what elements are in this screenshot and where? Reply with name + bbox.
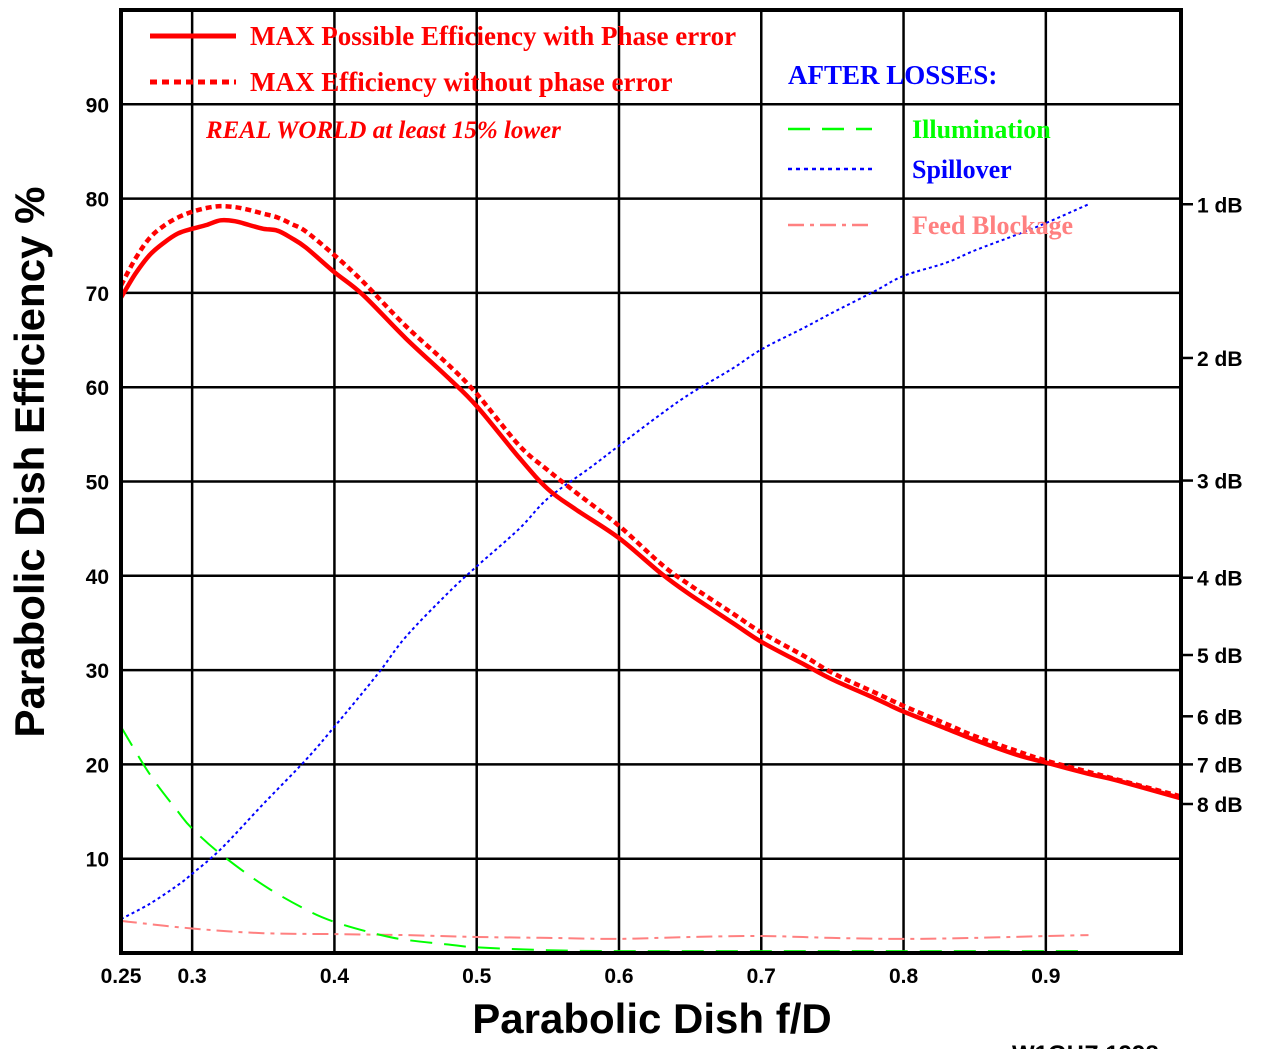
- after-losses-title: AFTER LOSSES:: [788, 60, 997, 90]
- right-axis-db-label: 8 dB: [1197, 794, 1243, 817]
- credit-label: W1GHZ 1998: [1012, 1041, 1159, 1049]
- series-line-spillover: [120, 203, 1089, 920]
- x-tick-label: 0.5: [462, 965, 492, 988]
- right-axis-db-label: 5 dB: [1197, 645, 1243, 668]
- y-tick-label: 80: [86, 189, 109, 212]
- tick-labels: 0.25 0.3 0.4 0.5 0.6 0.7 0.8 0.9 10 20 30 40 50 60 70 8…: [86, 94, 1243, 988]
- right-axis-db-label: 6 dB: [1197, 706, 1243, 729]
- x-tick-label: 0.6: [604, 965, 633, 988]
- legend: MAX Possible Efficiency with Phase error…: [150, 21, 1073, 240]
- real-world-note: REAL WORLD at least 15% lower: [205, 117, 561, 144]
- right-axis-db-label: 2 dB: [1197, 348, 1243, 371]
- y-tick-label: 20: [86, 754, 109, 777]
- legend-label-nophase: MAX Efficiency without phase error: [250, 67, 672, 97]
- series-curves: [119, 203, 1182, 953]
- legend-label-illumination: Illumination: [912, 115, 1051, 144]
- series-line-phase-error: [119, 217, 1182, 801]
- right-axis-db-label: 3 dB: [1197, 471, 1243, 494]
- x-tick-label: 0.9: [1031, 965, 1060, 988]
- right-axis-db-label: 4 dB: [1197, 568, 1243, 591]
- y-axis-title: Parabolic Dish Efficiency %: [6, 187, 53, 738]
- right-axis-db-label: 1 dB: [1197, 194, 1243, 217]
- y-tick-label: 90: [86, 94, 109, 117]
- legend-label-phase: MAX Possible Efficiency with Phase error: [250, 21, 736, 51]
- series-line-no-phase-error: [119, 203, 1182, 799]
- grid-lines: [121, 10, 1181, 953]
- right-axis-db-label: 7 dB: [1197, 754, 1243, 777]
- series-line-feed-blockage: [120, 919, 1089, 940]
- x-axis-title: Parabolic Dish f/D: [472, 995, 831, 1042]
- series-line-illumination: [120, 726, 1089, 953]
- x-tick-label: 0.3: [178, 965, 207, 988]
- x-tick-label: 0.8: [889, 965, 919, 988]
- y-tick-label: 70: [86, 283, 109, 306]
- y-tick-label: 50: [86, 472, 109, 495]
- legend-label-feed-blockage: Feed Blockage: [912, 211, 1073, 240]
- y-tick-label: 10: [86, 849, 109, 872]
- y-tick-label: 30: [86, 660, 109, 683]
- x-tick-label: 0.7: [747, 965, 776, 988]
- x-tick-label: 0.25: [101, 965, 142, 988]
- legend-label-spillover: Spillover: [912, 155, 1012, 184]
- x-tick-label: 0.4: [320, 965, 350, 988]
- y-tick-label: 40: [86, 566, 109, 589]
- y-tick-label: 60: [86, 377, 109, 400]
